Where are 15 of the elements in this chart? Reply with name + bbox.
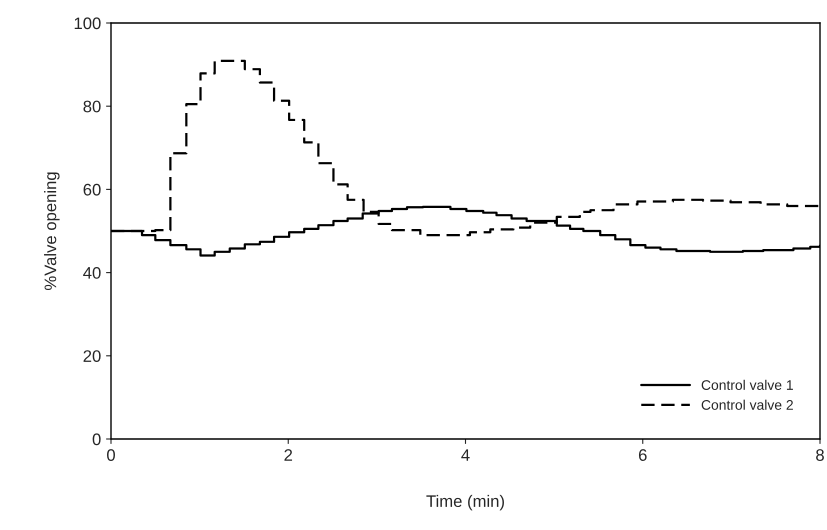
y-tick-label: 80 <box>83 100 101 112</box>
x-axis-title: Time (min) <box>426 494 504 510</box>
y-tick-label: 60 <box>84 184 101 196</box>
x-tick-label: 0 <box>107 449 115 461</box>
y-tick-label: 100 <box>74 17 101 30</box>
x-tick-label: 8 <box>816 449 824 461</box>
x-tick-label: 2 <box>284 449 292 461</box>
y-tick-label: 40 <box>83 267 101 279</box>
y-axis-title: %Valve opening <box>44 172 60 290</box>
x-tick-label: 6 <box>638 449 647 461</box>
y-tick-label: 20 <box>84 350 101 362</box>
legend-label: Control valve 1 <box>702 380 793 390</box>
legend-label: Control valve 2 <box>702 400 793 410</box>
x-tick-label: 4 <box>461 449 470 461</box>
y-tick-label: 0 <box>92 433 101 446</box>
